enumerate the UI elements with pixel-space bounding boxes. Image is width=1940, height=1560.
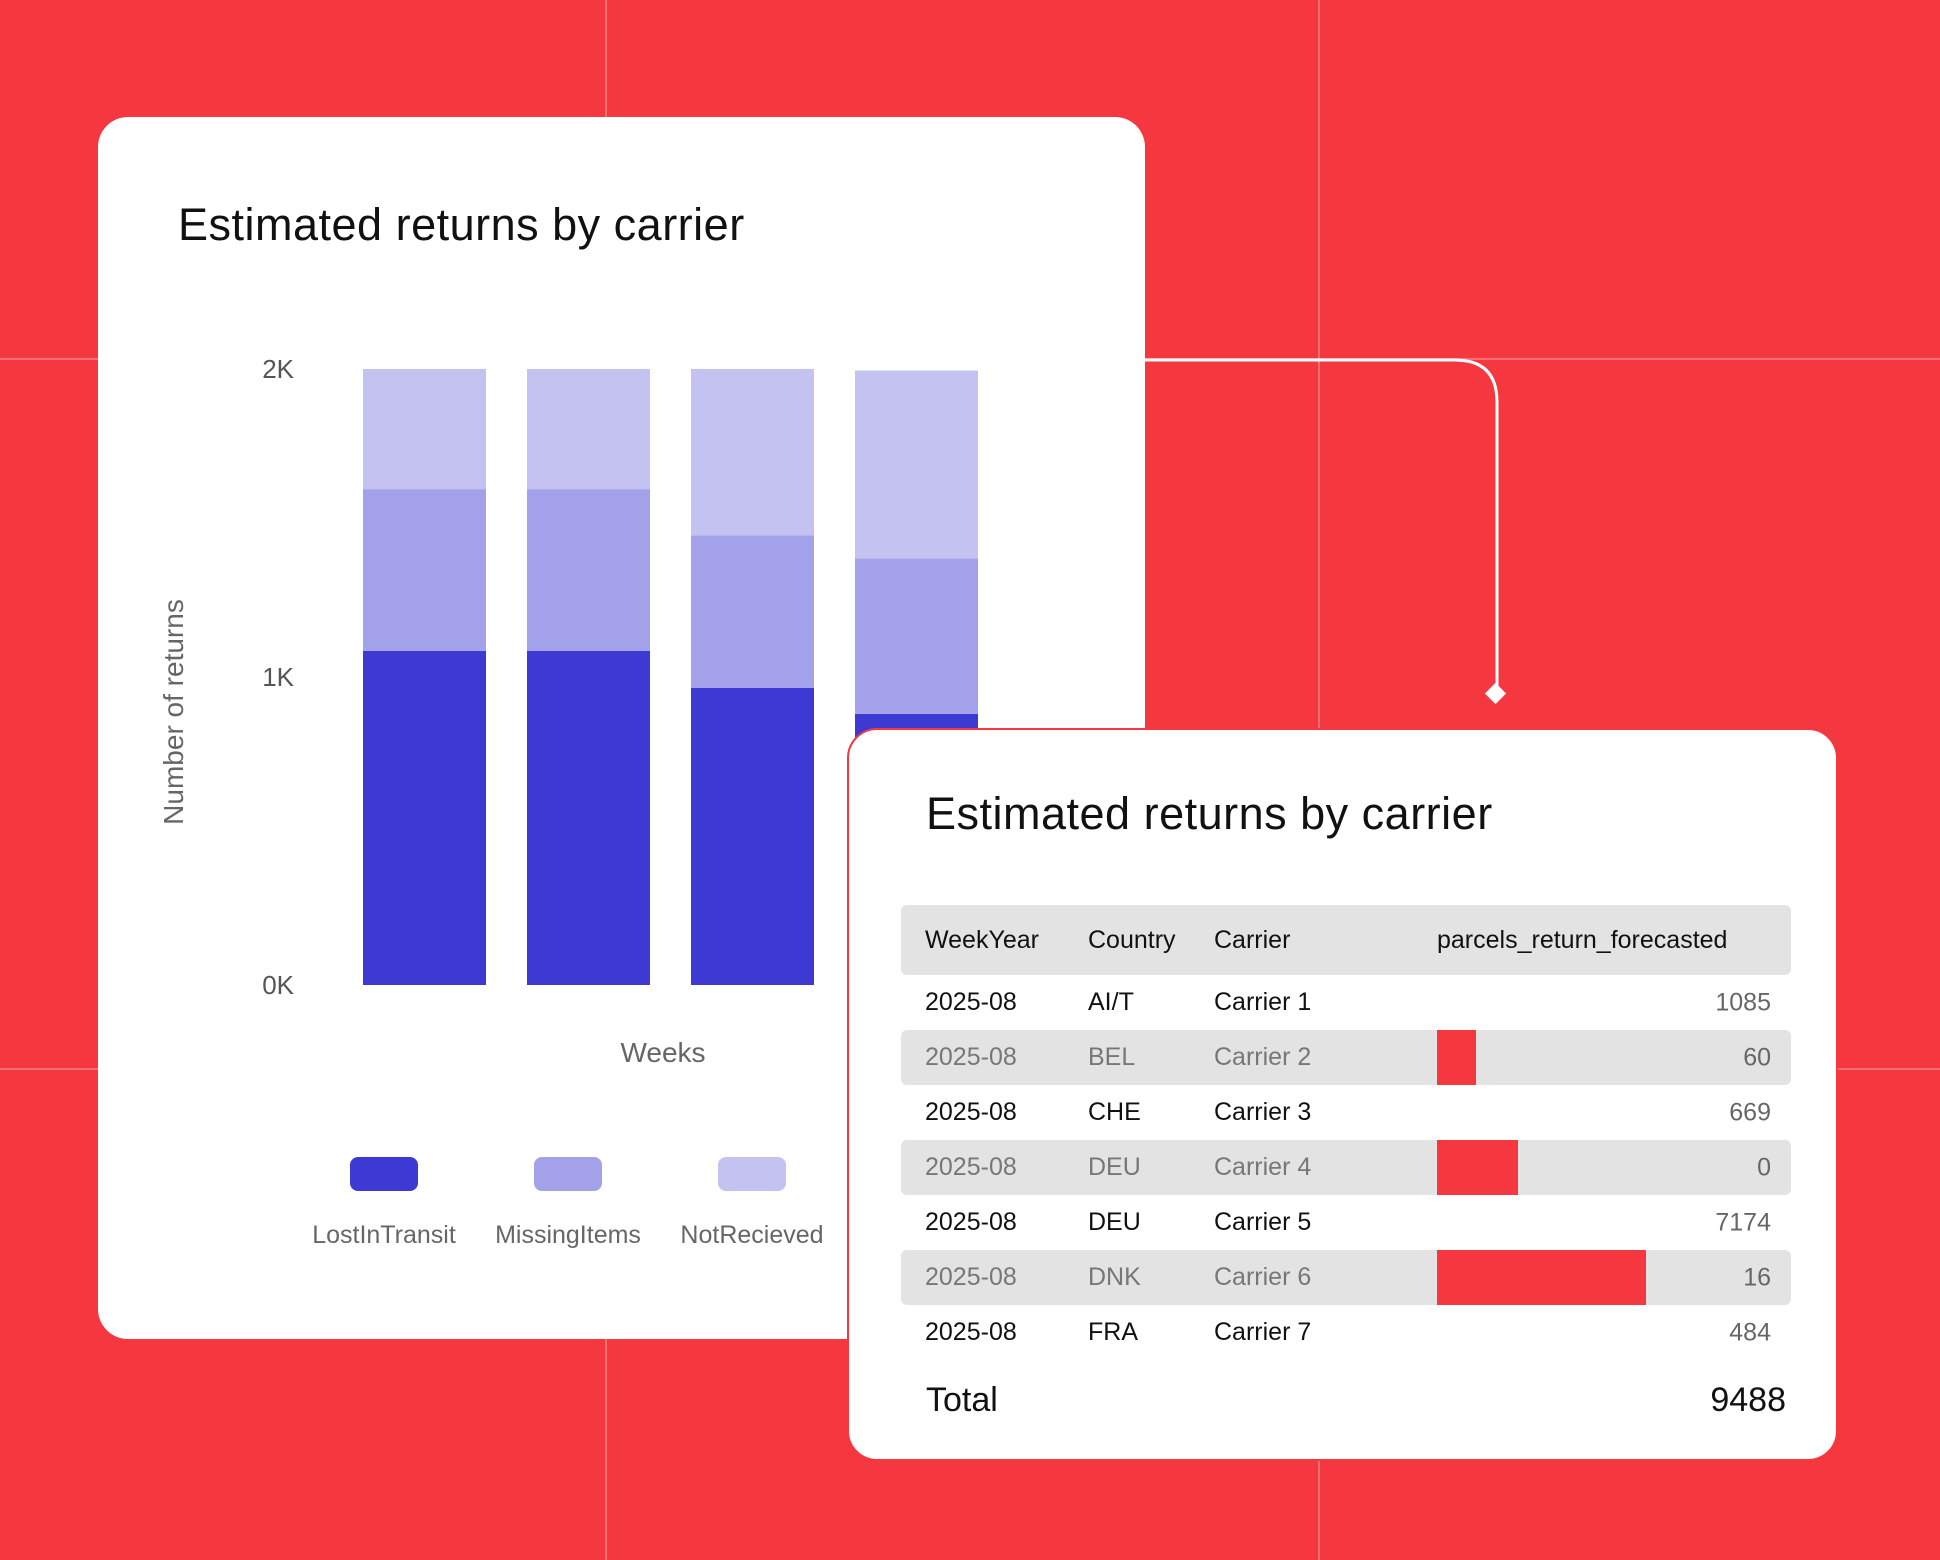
table-title: Estimated returns by carrier (926, 788, 1493, 839)
table-row[interactable]: 2025-08 BEL Carrier 2 60 (901, 1030, 1791, 1085)
cell-value: 16 (1743, 1263, 1771, 1291)
table-row[interactable]: 2025-08 AI/T Carrier 1 1085 (901, 975, 1791, 1030)
cell-parcels-return-forecasted: 0 (1437, 1140, 1791, 1195)
cell-weekyear: 2025-08 (901, 1030, 1088, 1085)
cell-parcels-return-forecasted: 484 (1437, 1305, 1791, 1360)
column-header-parcels-return-forecasted[interactable]: parcels_return_forecasted (1437, 905, 1791, 975)
cell-country: BEL (1088, 1030, 1214, 1085)
y-tick-label: 2K (262, 354, 294, 384)
cell-country: CHE (1088, 1098, 1141, 1126)
value-bar (1437, 1140, 1519, 1195)
value-bar (1437, 1250, 1646, 1305)
cell-country: FRA (1088, 1318, 1138, 1346)
cell-weekyear: 2025-08 (925, 1208, 1017, 1236)
legend-label: NotRecieved (680, 1221, 824, 1249)
cell-carrier: Carrier 3 (1214, 1098, 1312, 1126)
bars-group (363, 369, 978, 985)
table-row[interactable]: 2025-08 FRA Carrier 7 484 (901, 1305, 1791, 1360)
bar-segment-lostintransit-2 (527, 650, 650, 985)
cell-country: DNK (1088, 1250, 1214, 1305)
table-row[interactable]: 2025-08 DNK Carrier 6 16 (901, 1250, 1791, 1305)
bar-segment-missingitems-4 (855, 558, 978, 714)
table-row[interactable]: 2025-08 CHE Carrier 3 669 (901, 1085, 1791, 1140)
legend-swatch (350, 1157, 418, 1191)
cell-parcels-return-forecasted: 669 (1437, 1085, 1791, 1140)
cell-carrier: Carrier 5 (1214, 1208, 1312, 1236)
bar-segment-missingitems-1 (363, 489, 486, 651)
bar-segment-notrecieved-1 (363, 369, 486, 490)
table-row[interactable]: 2025-08 DEU Carrier 4 0 (901, 1140, 1791, 1195)
bar-segment-lostintransit-1 (363, 650, 486, 985)
cell-carrier: Carrier 4 (1214, 1140, 1437, 1195)
cell-weekyear: 2025-08 (925, 1098, 1017, 1126)
cell-weekyear: 2025-08 (901, 1140, 1088, 1195)
cell-country: AI/T (1088, 988, 1134, 1016)
legend-swatch (718, 1157, 786, 1191)
cell-weekyear: 2025-08 (925, 988, 1017, 1016)
table-card: Estimated returns by carrier WeekYear Co… (847, 728, 1838, 1461)
cell-parcels-return-forecasted: 16 (1437, 1250, 1791, 1305)
legend-swatch (534, 1157, 602, 1191)
cell-value: 60 (1743, 1043, 1771, 1071)
legend-item-lostintransit: LostInTransit (299, 1157, 469, 1250)
legend-item-notrecieved: NotRecieved (667, 1157, 837, 1250)
returns-table: WeekYear Country Carrier parcels_return_… (901, 905, 1791, 1360)
cell-parcels-return-forecasted: 60 (1437, 1030, 1791, 1085)
total-label: Total (926, 1381, 998, 1419)
table-header-row: WeekYear Country Carrier parcels_return_… (901, 905, 1791, 975)
table-row[interactable]: 2025-08 DEU Carrier 5 7174 (901, 1195, 1791, 1250)
column-header-carrier[interactable]: Carrier (1214, 905, 1437, 975)
y-axis-ticks: 0K 1K 2K (262, 354, 294, 1000)
cell-value: 669 (1729, 1098, 1771, 1126)
column-header-country[interactable]: Country (1088, 905, 1214, 975)
y-tick-label: 0K (262, 970, 294, 1000)
cell-parcels-return-forecasted: 1085 (1437, 975, 1791, 1030)
cell-value: 7174 (1715, 1208, 1771, 1236)
cell-carrier: Carrier 2 (1214, 1030, 1437, 1085)
bar-segment-notrecieved-3 (691, 369, 814, 536)
total-value: 9488 (1710, 1381, 1786, 1419)
stacked-bar-chart: 0K 1K 2K Number of returns Weeks (158, 354, 978, 1068)
y-axis-label: Number of returns (158, 599, 189, 825)
x-axis-label: Weeks (620, 1037, 705, 1068)
column-header-weekyear[interactable]: WeekYear (901, 905, 1088, 975)
cell-carrier: Carrier 7 (1214, 1318, 1312, 1346)
legend-label: MissingItems (495, 1221, 641, 1249)
cell-weekyear: 2025-08 (901, 1250, 1088, 1305)
bar-segment-lostintransit-3 (691, 687, 814, 985)
cell-carrier: Carrier 1 (1214, 988, 1312, 1016)
bar-segment-missingitems-3 (691, 535, 814, 688)
bar-segment-notrecieved-4 (855, 370, 978, 559)
cell-value: 1085 (1715, 988, 1771, 1016)
legend-label: LostInTransit (312, 1221, 456, 1249)
cell-carrier: Carrier 6 (1214, 1250, 1437, 1305)
cell-value: 484 (1729, 1318, 1771, 1346)
cell-country: DEU (1088, 1140, 1214, 1195)
table-body: 2025-08 AI/T Carrier 1 1085 2025-08 BEL Carrie… (901, 975, 1791, 1360)
bar-segment-missingitems-2 (527, 489, 650, 651)
cell-value: 0 (1757, 1153, 1771, 1181)
chart-title: Estimated returns by carrier (178, 199, 745, 250)
cell-weekyear: 2025-08 (925, 1318, 1017, 1346)
cell-parcels-return-forecasted: 7174 (1437, 1195, 1791, 1250)
legend-item-missingitems: MissingItems (483, 1157, 653, 1250)
y-tick-label: 1K (262, 662, 294, 692)
value-bar (1437, 1030, 1476, 1085)
bar-segment-notrecieved-2 (527, 369, 650, 490)
connector-diamond-icon (1484, 682, 1507, 705)
cell-country: DEU (1088, 1208, 1141, 1236)
